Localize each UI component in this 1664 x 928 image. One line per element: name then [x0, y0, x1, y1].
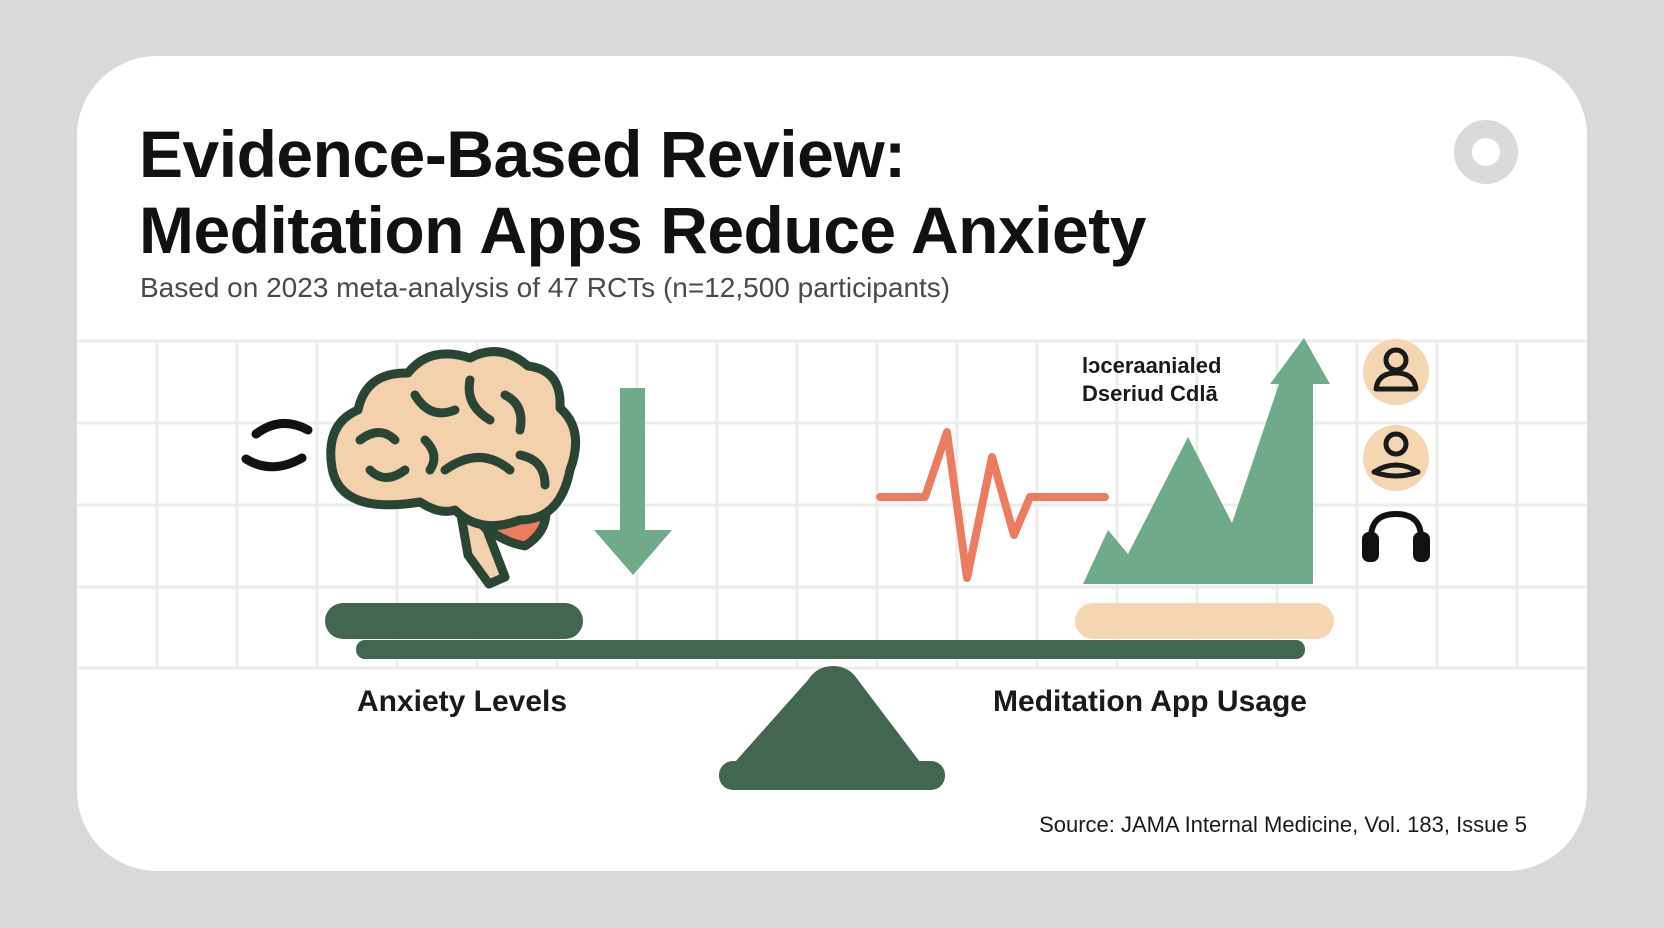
seesaw-beam: [356, 640, 1305, 659]
ring-icon: [1454, 120, 1518, 184]
legend: lɔceraanialed Dseriud Cdlā: [1082, 353, 1221, 406]
meditation-app-usage-label: Meditation App Usage: [993, 685, 1307, 718]
brain-icon: [326, 347, 581, 589]
seesaw-left-pan: [325, 603, 583, 639]
title-line-1: Evidence-Based Review:: [139, 117, 906, 191]
heartbeat-icon: [876, 428, 1109, 582]
down-arrow-icon: [594, 388, 672, 575]
seesaw-fulcrum-icon: [735, 666, 920, 762]
seesaw: [325, 603, 1334, 790]
anxiety-levels-label: Anxiety Levels: [357, 685, 567, 718]
title-line-2: Meditation Apps Reduce Anxiety: [139, 193, 1146, 267]
page-title: Evidence-Based Review: Meditation Apps R…: [139, 116, 1146, 268]
source-citation: Source: JAMA Internal Medicine, Vol. 183…: [1039, 812, 1527, 837]
mountain-up-arrow-icon: [1083, 338, 1330, 584]
subtitle: Based on 2023 meta-analysis of 47 RCTs (…: [140, 272, 951, 303]
meditating-person-icon: [1363, 425, 1429, 491]
seesaw-right-pan: [1075, 603, 1334, 639]
legend-line-1: lɔceraanialed: [1082, 353, 1221, 378]
sound-waves-icon: [241, 419, 313, 472]
grid-background: [77, 339, 1587, 670]
person-icon: [1363, 339, 1429, 405]
legend-line-2: Dseriud Cdlā: [1082, 381, 1218, 406]
headphones-icon: [1362, 510, 1430, 562]
